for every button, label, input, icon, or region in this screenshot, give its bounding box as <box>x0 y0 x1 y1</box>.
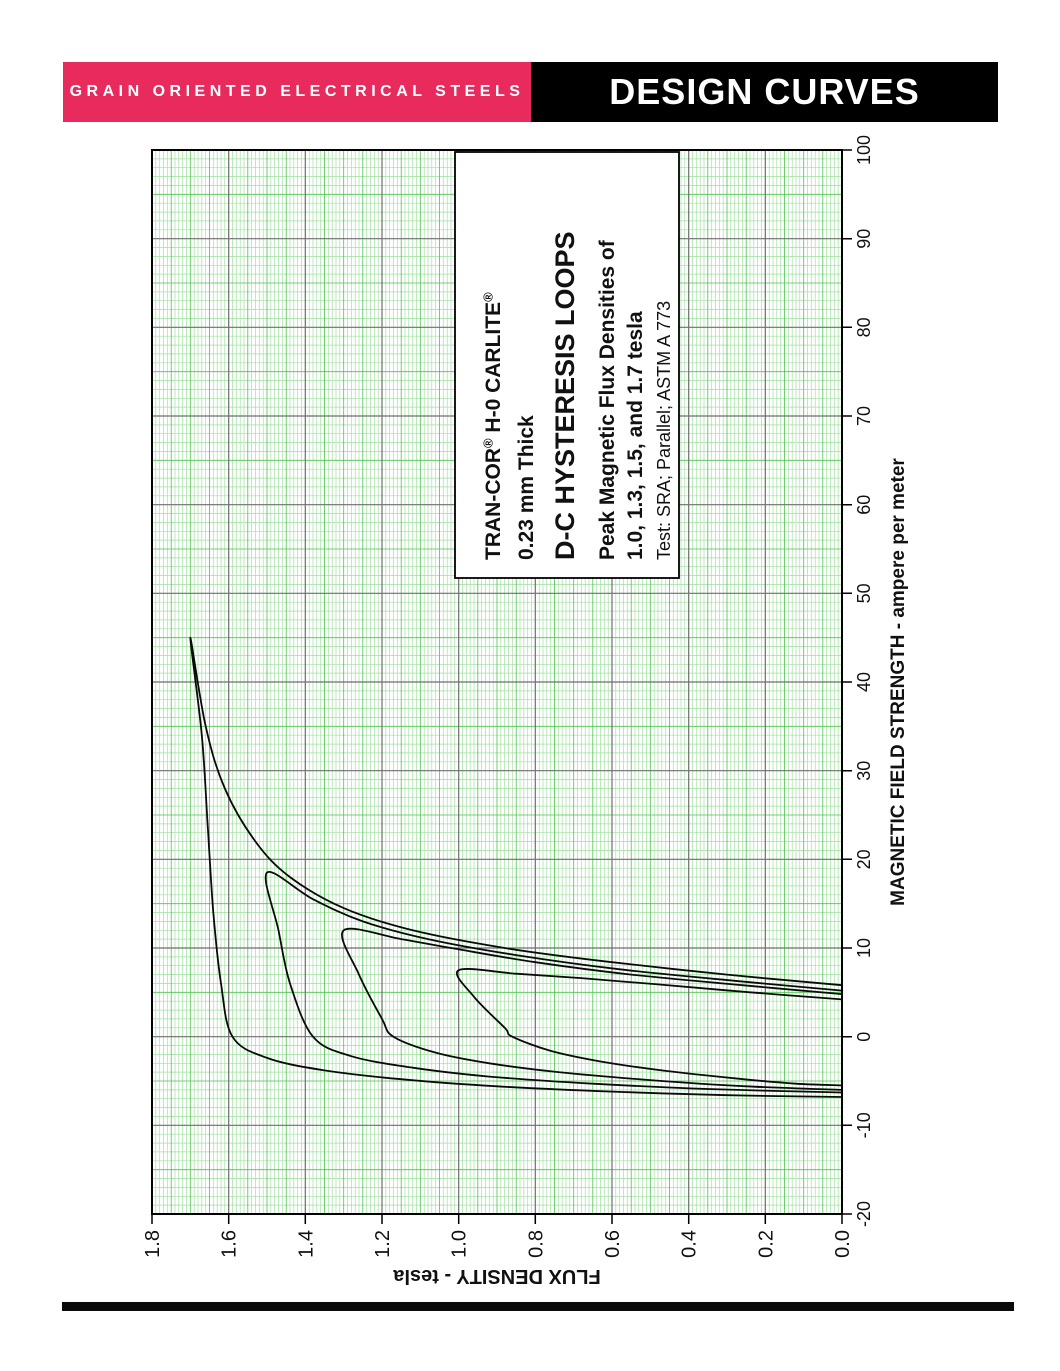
hysteresis-chart: -20 -10 0 10 20 30 40 50 60 70 80 90 100 0.0 0.2 0.4 0.6… <box>122 66 982 1306</box>
b-axis-tick-label: 0.4 <box>679 1230 701 1258</box>
chart-title-line: D-C HYSTERESIS LOOPS <box>550 231 580 560</box>
h-axis-tick-label: 0 <box>854 1032 874 1042</box>
b-axis-tick-label: 1.4 <box>295 1230 317 1258</box>
hysteresis-loop-curve <box>189 636 843 1098</box>
h-axis-tick-label: 50 <box>854 583 874 603</box>
h-axis-tick-label: 100 <box>854 135 874 165</box>
hysteresis-loop-curve <box>264 871 843 1094</box>
h-axis-tick-label: 80 <box>854 317 874 337</box>
plot-border <box>151 149 843 1215</box>
h-axis-tick-label: 20 <box>854 849 874 869</box>
b-axis-tick-label: 1.8 <box>142 1230 164 1258</box>
h-axis-tick-label: 10 <box>854 938 874 958</box>
h-axis-tick-label: 30 <box>854 761 874 781</box>
h-axis-title: MAGNETIC FIELD STRENGTH - ampere per met… <box>888 458 909 906</box>
b-axis-tick-label: 0.2 <box>755 1230 777 1258</box>
h-axis-tick-label: -20 <box>854 1201 874 1227</box>
grain-oriented-banner: GRAIN ORIENTED ELECTRICAL STEELS <box>63 62 531 122</box>
b-axis-title: FLUX DENSITY - tesla <box>392 1265 600 1287</box>
axis-ticks <box>151 149 852 1224</box>
chart-title-line: 0.23 mm Thick <box>515 415 538 560</box>
h-axis-tick-label: 70 <box>854 406 874 426</box>
h-axis-tick-label: -10 <box>854 1112 874 1138</box>
hysteresis-loop-curve <box>456 968 843 1087</box>
b-axis-tick-label: 0.6 <box>602 1230 624 1258</box>
design-curves-banner: DESIGN CURVES <box>531 62 998 122</box>
chart-title-line: Peak Magnetic Flux Densities of <box>596 239 619 560</box>
chart-title-line: TRAN-COR®​ H-0 CARLITE®​ <box>481 292 505 560</box>
grain-oriented-banner-label: GRAIN ORIENTED ELECTRICAL STEELS <box>69 83 525 100</box>
h-axis-tick-label: 40 <box>854 672 874 692</box>
b-axis-tick-label: 1.0 <box>449 1230 471 1258</box>
hysteresis-chart-svg: -20 -10 0 10 20 30 40 50 60 70 80 90 100 0.0 0.2 0.4 0.6… <box>142 135 909 1287</box>
b-axis-tick-label: 1.6 <box>219 1230 241 1258</box>
b-axis-tick-label: 0.0 <box>832 1230 854 1258</box>
h-axis-tick-label: 90 <box>854 229 874 249</box>
b-axis-tick-label: 0.8 <box>525 1230 547 1258</box>
b-axis-tick-label: 1.2 <box>372 1230 394 1258</box>
chart-title-box <box>454 151 680 579</box>
design-curves-banner-label: DESIGN CURVES <box>609 71 920 112</box>
chart-title-line: 1.0, 1.3, 1.5, and 1.7 tesla <box>624 311 647 560</box>
chart-title-line: Test: SRA; Parallel; ASTM A 773 <box>654 301 674 560</box>
h-axis-tick-label: 60 <box>854 495 874 515</box>
bottom-rule <box>62 1302 1014 1311</box>
hysteresis-loop-curve <box>341 927 843 1091</box>
